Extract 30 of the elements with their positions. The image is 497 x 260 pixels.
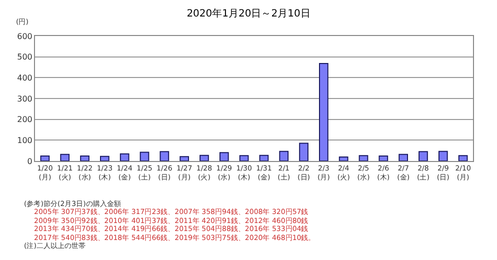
- chart-title: 2020年1月20日～2月10日: [186, 8, 310, 20]
- y-tick-label: 200: [17, 115, 32, 124]
- bar: [418, 151, 428, 161]
- y-tick-label: 300: [17, 94, 32, 104]
- bar: [239, 155, 249, 161]
- bar: [279, 150, 289, 161]
- y-tick-label: 500: [17, 52, 32, 62]
- y-tick-label: 0: [27, 156, 32, 166]
- bar: [319, 63, 328, 161]
- bar: [40, 156, 50, 161]
- bar: [398, 154, 408, 161]
- bar: [299, 142, 308, 161]
- bar: [338, 156, 348, 161]
- bar: [140, 152, 150, 161]
- y-tick-label: 100: [17, 136, 32, 145]
- bar: [160, 151, 170, 161]
- bar: [378, 156, 388, 161]
- bar: [358, 155, 368, 161]
- bar: [100, 156, 110, 161]
- bar: [219, 152, 229, 161]
- bar: [458, 155, 468, 161]
- bar: [200, 154, 209, 161]
- bar: [259, 154, 269, 161]
- bar: [80, 156, 90, 161]
- y-tick-label: 400: [17, 73, 32, 82]
- bar: [180, 156, 189, 161]
- bar: [438, 150, 448, 161]
- y-tick-label: 600: [17, 32, 32, 41]
- bar: [60, 154, 70, 161]
- bar: [120, 153, 130, 161]
